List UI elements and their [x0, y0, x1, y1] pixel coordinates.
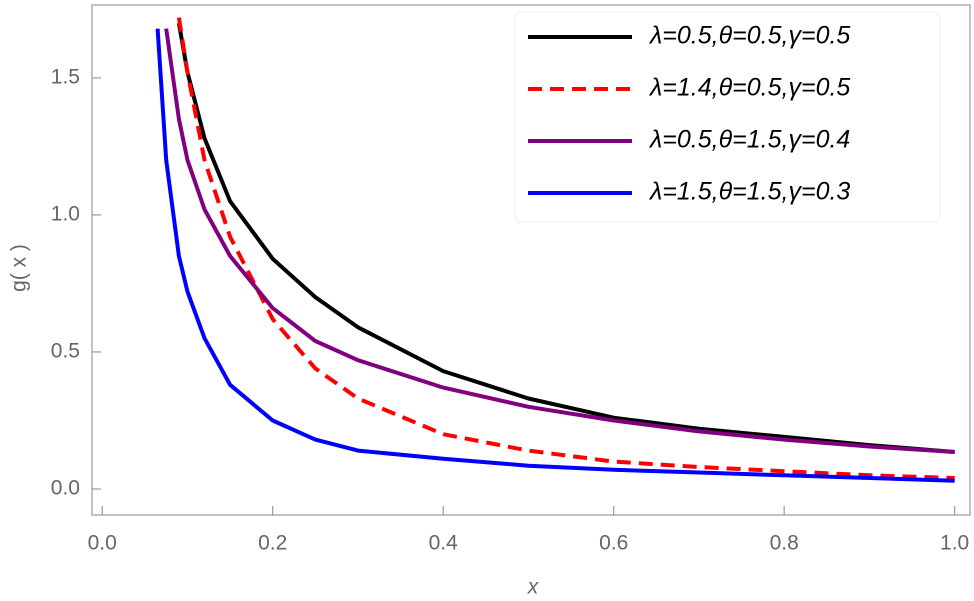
y-tick-label: 1.0	[51, 202, 80, 225]
y-tick-label: 0.5	[51, 339, 80, 362]
x-tick-label: 0.8	[770, 532, 799, 555]
y-tick-label: 1.5	[51, 65, 80, 88]
y-tick-label: 0.0	[51, 477, 80, 500]
legend-label: λ=0.5,θ=1.5,γ=0.4	[648, 126, 850, 154]
x-tick-label: 0.0	[88, 532, 117, 555]
series-line	[155, 28, 955, 483]
legend-label: λ=0.5,θ=0.5,γ=0.5	[648, 22, 850, 50]
plot-frame	[91, 4, 971, 516]
y-axis-label: g( x )	[8, 244, 31, 292]
legend-label: λ=1.4,θ=0.5,γ=0.5	[648, 74, 850, 102]
series-line	[176, 22, 955, 454]
series-line	[164, 28, 955, 454]
x-tick-label: 0.2	[258, 532, 287, 555]
legend-box	[514, 11, 941, 223]
series-line	[176, 17, 955, 480]
legend-label: λ=1.5,θ=1.5,γ=0.3	[648, 178, 850, 206]
x-tick-label: 0.6	[599, 532, 628, 555]
x-axis-label: x	[527, 576, 540, 599]
x-tick-label: 1.0	[940, 532, 969, 555]
x-tick-label: 0.4	[429, 532, 459, 555]
